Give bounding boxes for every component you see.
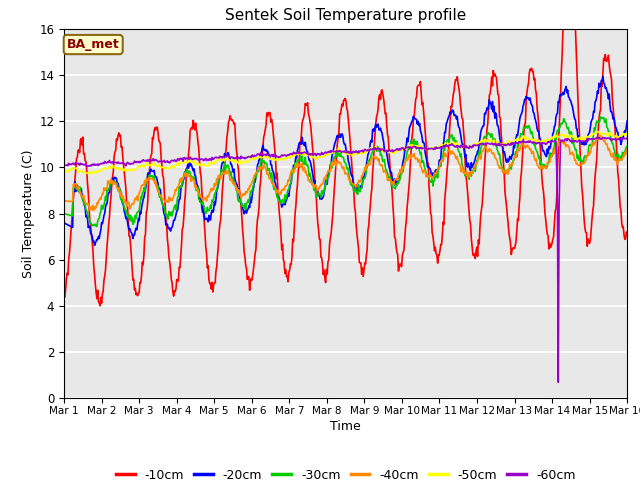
-30cm [431,172,439,178]
-20cm [216,174,224,180]
Line: -50cm: -50cm [64,132,627,174]
-20cm [129,236,137,241]
-50cm [415,144,422,150]
-40cm [415,156,422,162]
Line: -60cm: -60cm [64,137,627,382]
Line: -30cm: -30cm [64,117,627,227]
-20cm [70,189,78,194]
-30cm [415,145,422,151]
-50cm [60,170,68,176]
-40cm [129,201,137,207]
-60cm [128,161,136,167]
-20cm [60,220,68,226]
-40cm [186,174,194,180]
-60cm [70,162,78,168]
-10cm [96,303,104,309]
-50cm [71,166,79,171]
-60cm [186,156,193,162]
Line: -20cm: -20cm [64,76,627,245]
-10cm [415,82,422,88]
Y-axis label: Soil Temperature (C): Soil Temperature (C) [22,149,35,278]
-50cm [186,157,194,163]
-20cm [599,73,607,79]
-60cm [431,145,438,151]
Title: Sentek Soil Temperature profile: Sentek Soil Temperature profile [225,9,466,24]
-40cm [623,146,631,152]
-30cm [129,221,137,227]
-30cm [623,143,631,149]
-50cm [593,129,601,134]
-50cm [431,144,439,150]
-10cm [431,244,439,250]
Legend: -10cm, -20cm, -30cm, -40cm, -50cm, -60cm: -10cm, -20cm, -30cm, -40cm, -50cm, -60cm [111,464,580,480]
-60cm [414,145,422,151]
-20cm [186,163,194,168]
-50cm [216,157,224,163]
-40cm [431,170,439,176]
-40cm [90,207,98,213]
-20cm [431,168,439,173]
-10cm [129,277,137,283]
Line: -40cm: -40cm [64,135,627,210]
-10cm [70,186,78,192]
-30cm [596,114,604,120]
-60cm [554,379,562,385]
-60cm [60,162,68,168]
-10cm [623,232,631,238]
-30cm [93,224,100,229]
-40cm [596,132,604,138]
-30cm [70,183,78,189]
-60cm [215,155,223,161]
-10cm [216,222,224,228]
Text: BA_met: BA_met [67,38,120,51]
-50cm [61,171,68,177]
-40cm [70,184,78,190]
-40cm [216,175,224,180]
Line: -10cm: -10cm [64,29,627,306]
-10cm [60,293,68,299]
-40cm [60,198,68,204]
-30cm [60,211,68,216]
-20cm [415,122,422,128]
-20cm [623,118,631,124]
-30cm [216,177,224,182]
-10cm [560,26,568,32]
-10cm [186,128,194,134]
-20cm [91,242,99,248]
-30cm [186,170,194,176]
-60cm [593,134,601,140]
X-axis label: Time: Time [330,420,361,433]
-50cm [129,168,137,173]
-50cm [623,129,631,135]
-60cm [623,135,631,141]
